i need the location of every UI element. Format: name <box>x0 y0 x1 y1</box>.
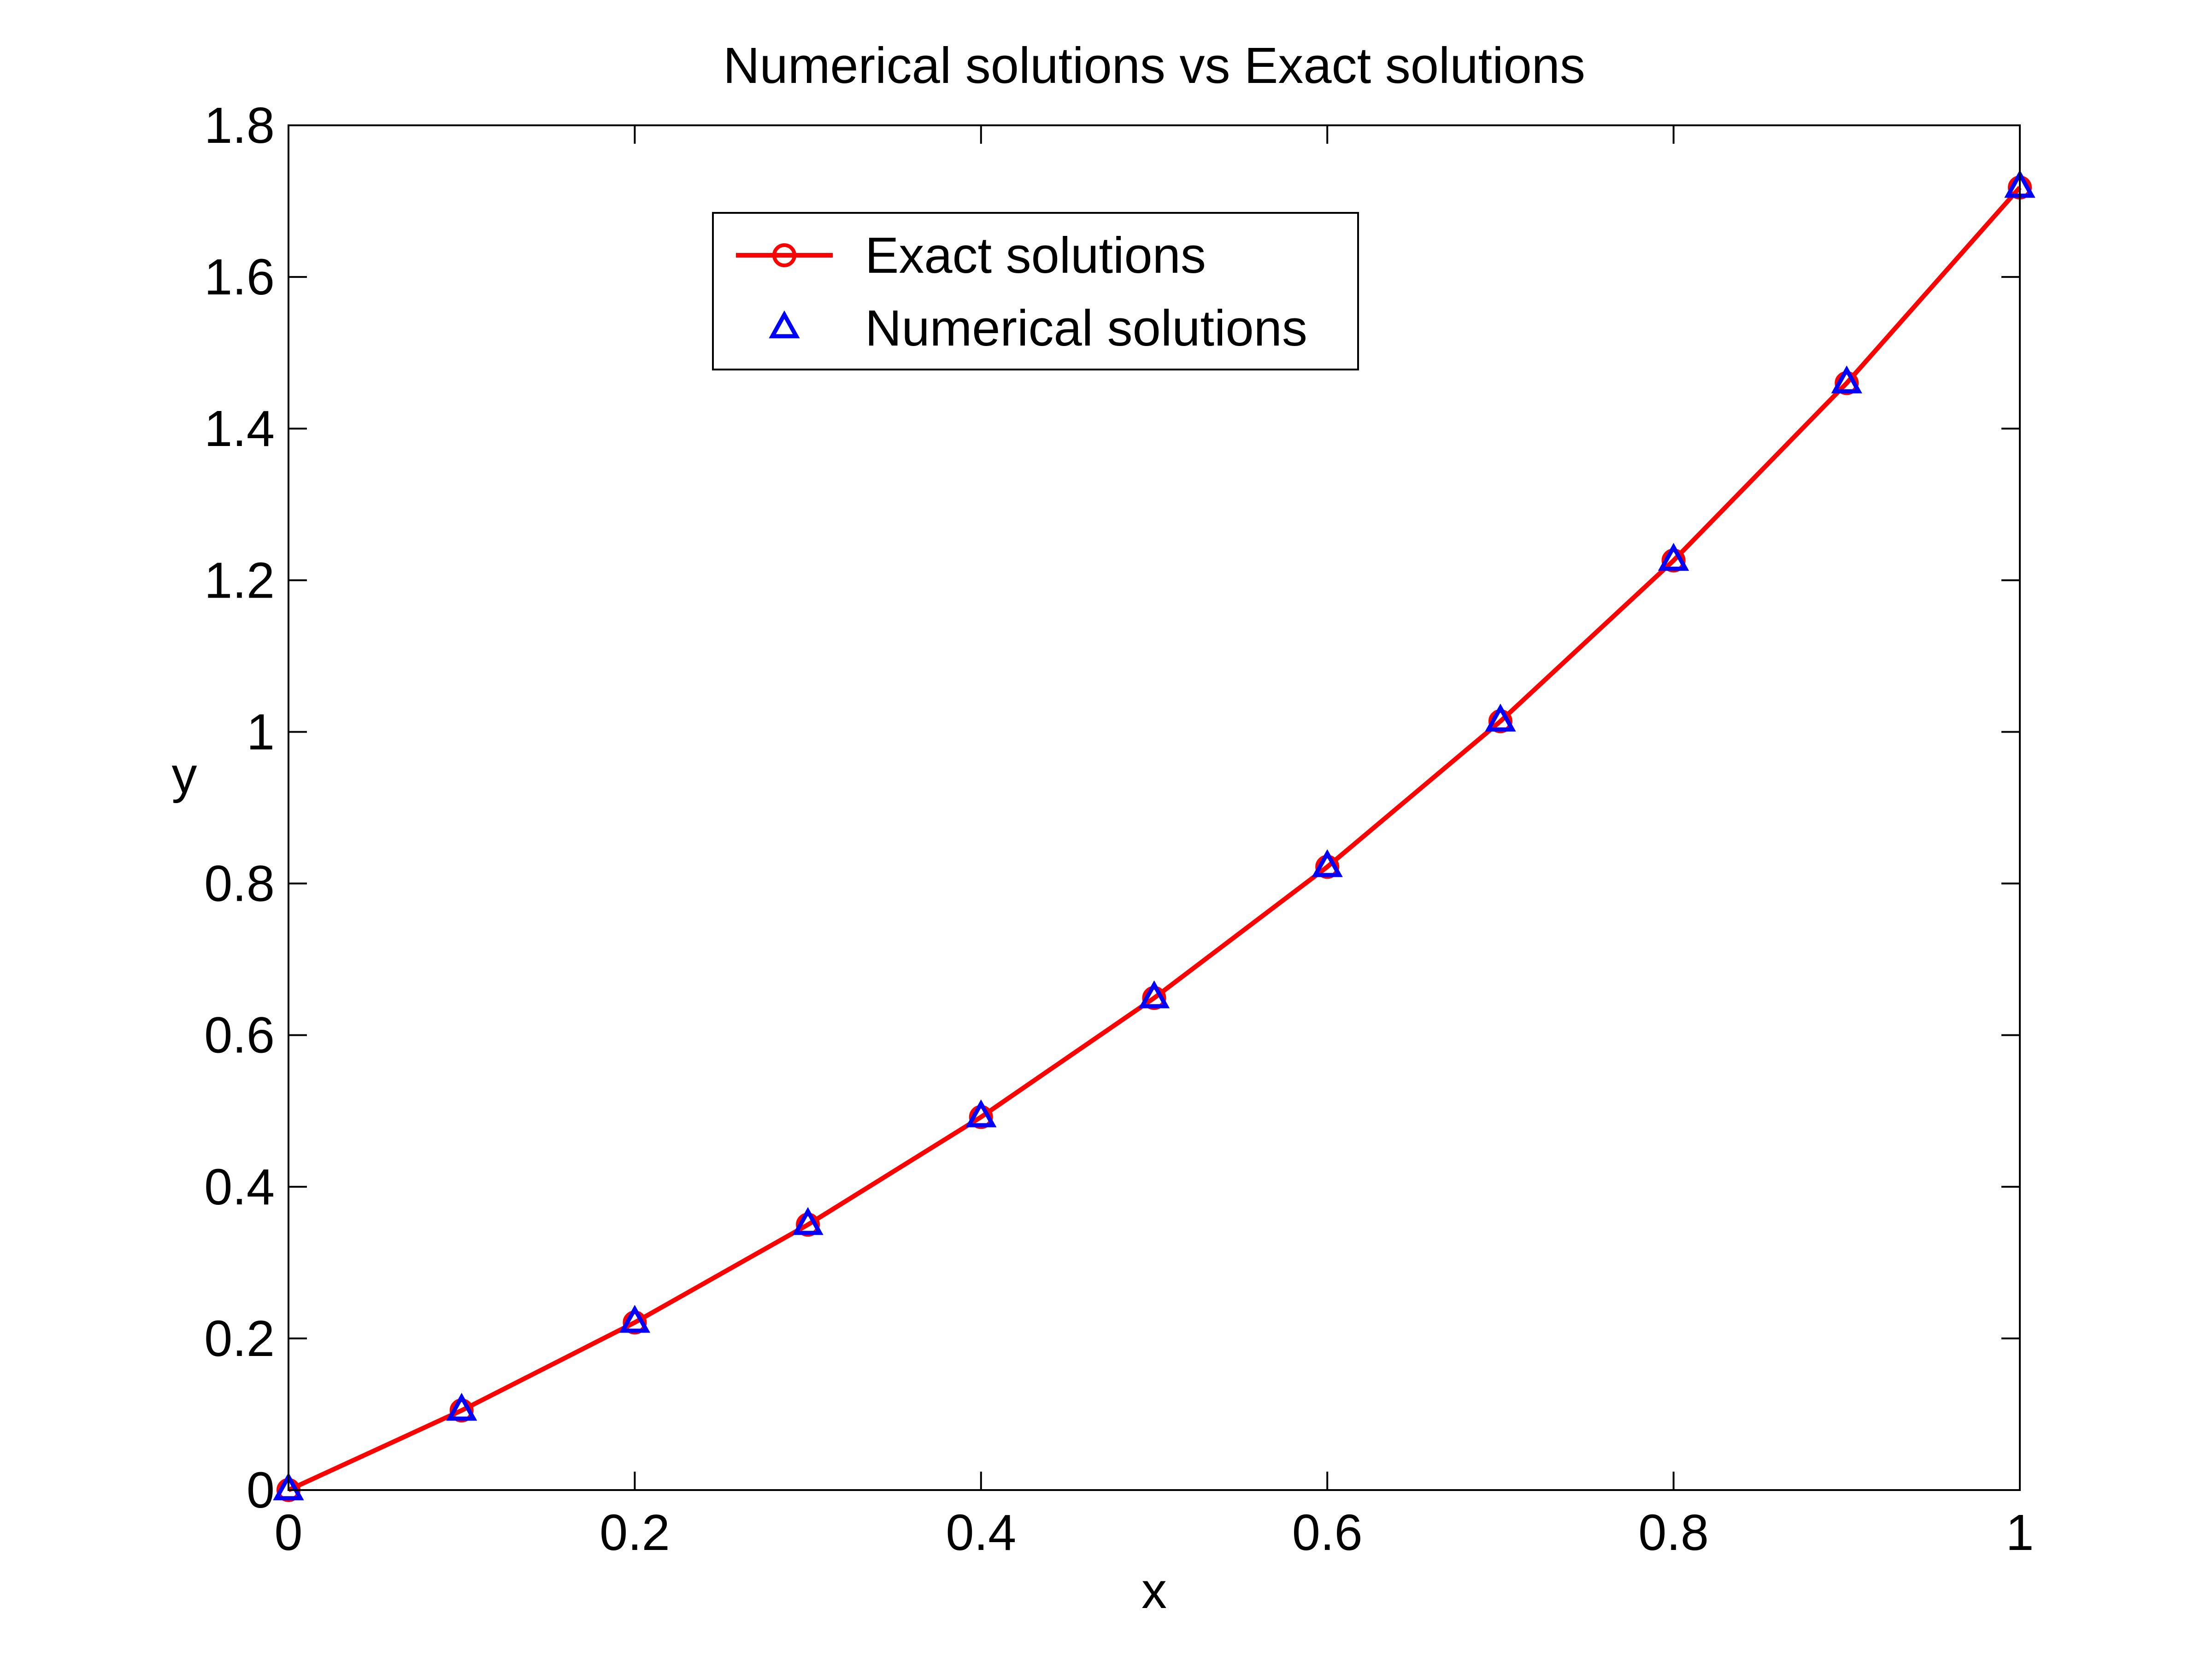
point-numerical <box>1485 704 1516 732</box>
legend-box <box>712 212 1359 370</box>
x-tick-label: 1 <box>2006 1504 2034 1561</box>
point-numerical <box>273 1472 304 1501</box>
y-tick-label: 1 <box>247 704 275 760</box>
x-tick-label: 0.2 <box>600 1504 670 1561</box>
point-numerical <box>446 1392 477 1421</box>
y-tick-label: 0.8 <box>204 856 275 912</box>
y-tick-label: 1.2 <box>204 552 275 609</box>
axes-frame <box>288 124 2021 1491</box>
y-axis-label: y <box>172 747 197 804</box>
y-tick-label: 1.4 <box>204 400 275 457</box>
x-tick-label: 0.8 <box>1638 1504 1709 1561</box>
point-numerical <box>792 1207 824 1235</box>
axis-tick-labels: 0 0.2 0.4 0.6 0.8 1 0 0.2 0.4 0.6 0.8 1 1.2 1.4 1.6 1.8 <box>204 97 2034 1561</box>
point-numerical <box>1831 365 1862 393</box>
legend-marker-numerical <box>769 310 800 339</box>
legend-label-exact: Exact solutions <box>865 227 1206 284</box>
x-axis-label: x <box>1141 1562 1167 1619</box>
point-numerical <box>1658 543 1689 571</box>
point-numerical <box>965 1099 997 1127</box>
legend-label-numerical: Numerical solutions <box>865 300 1307 357</box>
series-line-exact <box>287 186 2022 1492</box>
axis-ticks <box>288 124 2021 1491</box>
y-tick-label: 1.6 <box>204 249 275 305</box>
legend-sample-exact <box>736 243 833 267</box>
y-tick-label: 0.4 <box>204 1159 275 1215</box>
y-tick-label: 1.8 <box>204 97 275 154</box>
point-numerical <box>619 1305 651 1333</box>
chart-title: Numerical solutions vs Exact solutions <box>723 37 1585 94</box>
y-tick-label: 0 <box>247 1462 275 1519</box>
legend-sample-numerical <box>769 310 800 339</box>
legend: Exact solutions Numerical solutions <box>712 212 1359 370</box>
point-numerical <box>1138 980 1170 1009</box>
x-tick-label: 0.6 <box>1292 1504 1363 1561</box>
y-tick-label: 0.2 <box>204 1310 275 1367</box>
plot-area <box>273 170 2036 1502</box>
legend-marker-exact <box>772 243 796 267</box>
y-tick-label: 0.6 <box>204 1007 275 1064</box>
point-numerical <box>1312 849 1343 877</box>
x-tick-label: 0.4 <box>946 1504 1016 1561</box>
x-tick-label: 0 <box>274 1504 302 1561</box>
